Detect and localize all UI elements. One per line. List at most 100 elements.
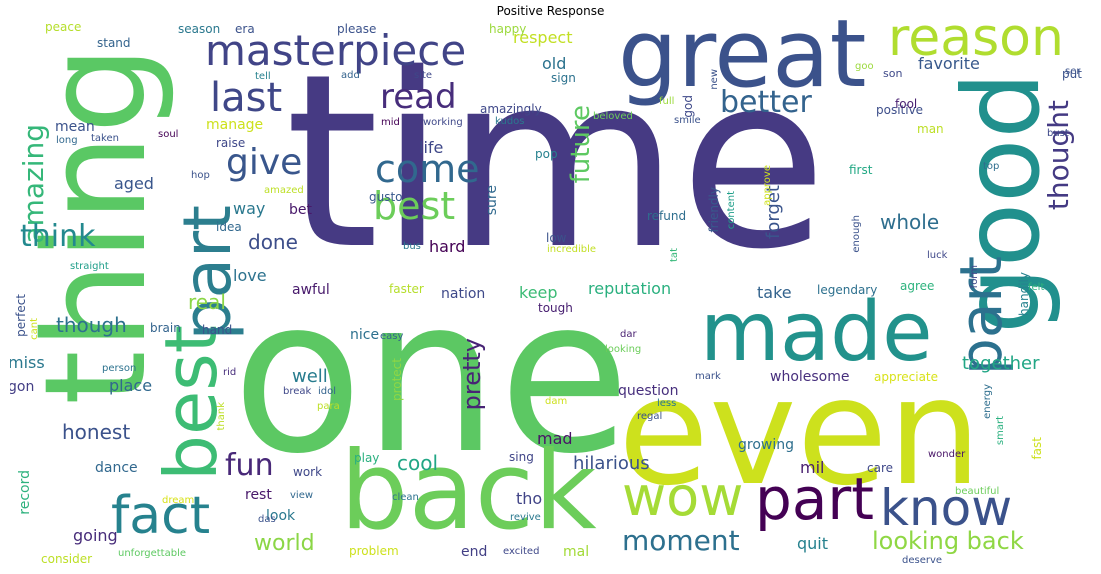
word-please: please xyxy=(337,22,377,36)
word-smile: smile xyxy=(674,115,701,126)
word-top: top xyxy=(983,161,1000,172)
word-form: form xyxy=(969,265,980,289)
word-well: well xyxy=(292,366,328,387)
word-era: era xyxy=(235,22,255,36)
word-made: made xyxy=(700,285,933,380)
word-aged: aged xyxy=(114,174,154,193)
word-real: real xyxy=(188,290,226,314)
word-protect: protect xyxy=(390,358,404,402)
word-one: one xyxy=(232,252,631,501)
word-bus: bus xyxy=(403,241,421,252)
word-back: back xyxy=(340,429,597,554)
word-pop: pop xyxy=(535,147,558,161)
word-add: add xyxy=(341,70,360,81)
word-clean: clean xyxy=(392,492,419,503)
word-positive: positive xyxy=(876,103,924,117)
word-new: new xyxy=(709,69,720,90)
word-son: son xyxy=(883,67,903,80)
word-perfect: perfect xyxy=(14,294,28,337)
word-excited: excited xyxy=(503,546,540,557)
word-straight: straight xyxy=(70,261,109,272)
word-wow: wow xyxy=(622,465,744,528)
word-awful: awful xyxy=(292,282,330,298)
word-full: full xyxy=(659,96,675,107)
word-care: care xyxy=(867,461,894,475)
word-end: end xyxy=(461,544,488,560)
word-look: look xyxy=(266,508,296,524)
word-together: together xyxy=(962,353,1040,374)
word-peace: peace xyxy=(45,20,82,34)
word-raise: raise xyxy=(216,136,246,150)
word-unforgettable: unforgettable xyxy=(118,548,186,559)
word-put: put xyxy=(1062,67,1082,81)
word-enough: enough xyxy=(851,215,862,253)
word-sure: sure xyxy=(484,185,500,216)
word-stand: stand xyxy=(97,36,131,50)
word-gon: gon xyxy=(10,379,35,395)
word-dance: dance xyxy=(95,460,138,476)
word-wonder: wonder xyxy=(928,449,966,460)
word-goo: goo xyxy=(855,61,874,72)
word-low: low xyxy=(546,231,567,245)
word-ser: ser xyxy=(1065,66,1081,77)
word-mal: mal xyxy=(563,544,590,560)
word-thank: thank xyxy=(216,402,227,431)
word-refund: refund xyxy=(647,209,687,223)
word-luck: luck xyxy=(927,250,948,261)
word-smart: smart xyxy=(995,416,1006,446)
word-growing: growing xyxy=(738,437,794,453)
word-wholesome: wholesome xyxy=(770,369,850,385)
word-part: part xyxy=(755,465,874,533)
word-done: done xyxy=(248,230,298,254)
word-moment: moment xyxy=(622,524,740,557)
word-bet: bet xyxy=(289,202,312,218)
word-dam: dam xyxy=(545,396,568,407)
word-season: season xyxy=(178,22,221,36)
word-das: das xyxy=(258,514,276,525)
word-tough: tough xyxy=(538,301,573,315)
word-mark: mark xyxy=(695,371,721,382)
word-regal: regal xyxy=(637,411,663,422)
word-beautiful: beautiful xyxy=(955,486,1000,497)
word-approve: approve xyxy=(762,165,773,206)
word-play: play xyxy=(354,451,380,465)
word-fun: fun xyxy=(225,448,274,483)
word-taken: taken xyxy=(91,133,119,144)
word-para: para xyxy=(317,401,340,412)
word-dar: dar xyxy=(620,329,637,340)
word-first: first xyxy=(849,163,873,177)
word-legendary: legendary xyxy=(817,283,878,297)
word-quit: quit xyxy=(797,534,829,553)
word-kudos: kudos xyxy=(495,116,525,127)
word-thought: thought xyxy=(1042,100,1075,211)
word-read: read xyxy=(380,77,457,117)
word-record: record xyxy=(17,470,33,515)
word-reputation: reputation xyxy=(588,279,672,298)
word-nice: nice xyxy=(350,327,380,343)
word-nation: nation xyxy=(441,286,486,302)
word-hilarious: hilarious xyxy=(573,453,650,474)
word-looking-back: looking back xyxy=(872,527,1024,555)
word-person: person xyxy=(102,363,137,374)
word-miss: miss xyxy=(10,353,45,372)
word-man: man xyxy=(917,122,944,136)
word-manage: manage xyxy=(206,117,264,133)
word-fool: fool xyxy=(895,97,918,111)
word-content: content xyxy=(726,191,737,230)
word-faster: faster xyxy=(389,282,424,296)
word-amazed: amazed xyxy=(264,185,304,196)
word-last: last xyxy=(210,75,283,121)
word-soul: soul xyxy=(158,129,179,140)
word-place: place xyxy=(109,376,153,395)
word-handily: handily xyxy=(1017,272,1031,316)
word-bust: bust xyxy=(1047,128,1069,139)
word-cloud: time one thing even good great back made best par… xyxy=(10,20,1090,568)
word-friendly: friendly xyxy=(707,187,721,233)
word-life: life xyxy=(419,138,444,157)
word-less: less xyxy=(657,398,677,409)
word-question: question xyxy=(618,383,679,399)
word-pretty: pretty xyxy=(458,338,486,411)
word-rid: rid xyxy=(223,367,237,378)
word-view: view xyxy=(290,490,314,501)
